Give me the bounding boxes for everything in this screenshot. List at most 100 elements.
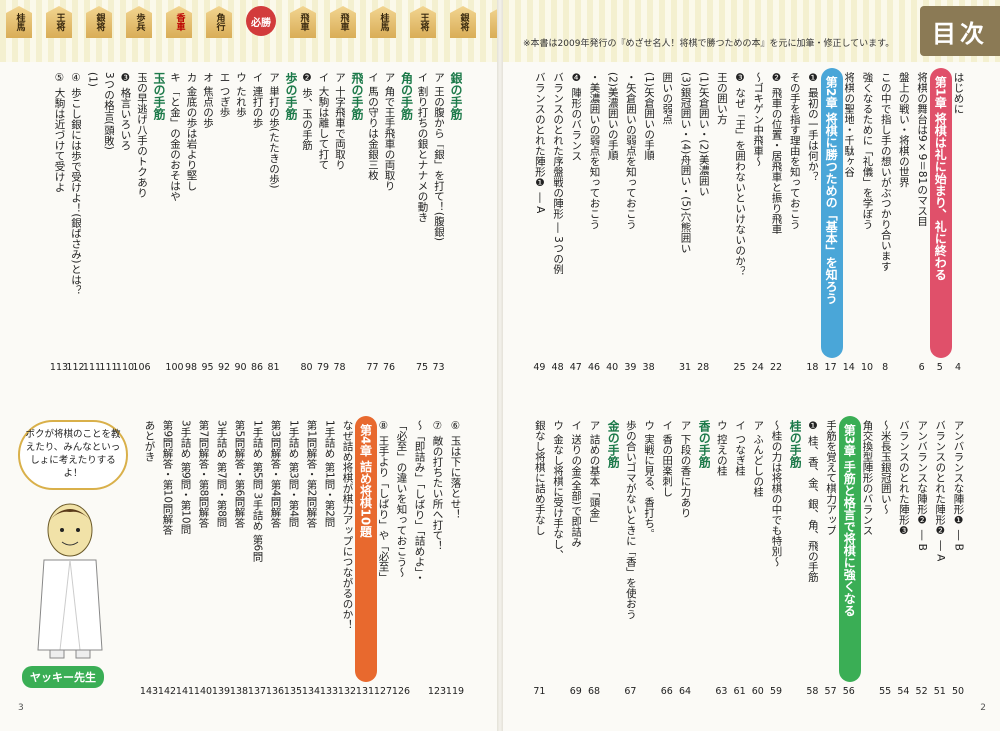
toc-entry: ア 単打の歩(たたきの歩)	[268, 72, 280, 189]
toc-entry: バランスのとれた陣形❸	[898, 420, 909, 537]
page-number: 143	[139, 686, 159, 697]
toc-entry: はじめに	[953, 72, 964, 114]
toc-entry: 盤上の戦い・将棋の世界	[898, 72, 909, 188]
toc-entry: 第5問解答・第6問解答	[234, 420, 245, 528]
shogi-piece: 銀将	[450, 6, 476, 38]
page-number: 112	[66, 362, 85, 373]
page-number: 8	[882, 362, 889, 373]
page-number: 75	[415, 362, 429, 373]
chapter-heading: 第2章 将棋に勝つための「基本」を知ろう	[820, 68, 843, 358]
toc-entry: 第3問解答・第4問解答	[270, 420, 281, 528]
toc-entry: ⑧ 王手より「しばり」や「必至」	[378, 420, 389, 583]
toc-entry: ❶ 桂、香、金、銀、角、飛の手筋	[807, 420, 818, 583]
toc-entry: (2)美濃囲いの手順	[607, 72, 618, 161]
toc-entry: 3手詰め 第9問・第10問	[180, 420, 191, 535]
page-number: 24	[751, 362, 764, 373]
toc-entry: (1)矢倉囲いの手順	[643, 72, 655, 161]
shogi-piece: 歩兵	[490, 6, 497, 38]
toc-entry: ウ 金なし将棋に受け手なし、	[552, 420, 564, 560]
shogi-piece: 王将	[410, 6, 436, 38]
toc-entry: オ 焦点の歩	[202, 72, 214, 128]
toc-entry: ❷ 歩、玉の手筋	[301, 72, 313, 151]
page-number: 110	[115, 362, 135, 373]
page-number: 77	[366, 362, 379, 373]
edition-note: ※本書は2009年発行の『めざせ名人！将棋で勝つための本』を元に加筆・修正してい…	[523, 39, 895, 49]
toc-entry: 1手詰め 第1問・第2問	[324, 420, 335, 528]
section-heading: 角の手筋	[400, 72, 413, 120]
toc-entry: イ 割り打ちの銀とナナメの動き	[417, 72, 428, 223]
toc-entry: 将棋の聖地・千駄ヶ谷	[843, 72, 855, 177]
toc-entry: イ 香の田楽刺し	[661, 420, 673, 497]
toc-entry: エ つぎ歩	[219, 72, 230, 118]
toc-entry: イ 送りの金(全部)で即詰み	[570, 420, 582, 548]
toc-entry: ウ 控えの桂	[716, 420, 727, 476]
page-number: 39	[624, 362, 637, 373]
page-number: 134	[301, 686, 321, 697]
toc-entry: ❶ 最初の一手は何か？	[807, 72, 818, 182]
section-heading: 香の手筋	[698, 420, 711, 468]
toc-entry: キ 「と金」の金のおそはや	[169, 72, 181, 202]
toc-entry: ア ふんどしの桂	[752, 420, 764, 497]
toc-entry: 1手詰め 第3問・第4問	[288, 420, 299, 528]
page-number: 5	[936, 362, 943, 373]
toc-entry: 〜ゴキゲン中飛車〜	[752, 72, 764, 167]
page-number: 86	[250, 362, 264, 373]
shogi-piece: 角行	[206, 6, 232, 38]
toc-entry: 王の囲い方	[716, 72, 727, 125]
section-heading: 金の手筋	[607, 420, 620, 468]
page-number: 56	[842, 686, 855, 697]
page-number: 131	[355, 686, 375, 697]
page-number: 66	[660, 686, 673, 697]
toc-entry: 銀なし将棋に詰め手なし	[534, 420, 545, 536]
page-number: 52	[915, 686, 928, 697]
chapter-heading: 第3章 手筋と格言で将棋に強くなる	[838, 416, 861, 682]
chapter-heading: 第1章 将棋は礼に始まり、礼に終わる	[929, 68, 952, 358]
shogi-piece: 歩兵	[126, 6, 152, 38]
page-number: 63	[715, 686, 728, 697]
toc-entry: ❸ なぜ「王」を囲わないといけないのか？	[734, 72, 746, 277]
toc-title: 目次	[920, 6, 1000, 56]
page-number: 50	[951, 686, 965, 697]
page-number: 18	[806, 362, 819, 373]
page-number: 78	[333, 362, 346, 373]
toc-entry: (3)銀冠囲い・(4)舟囲い・(5)穴熊囲い	[680, 72, 691, 254]
page-number: 68	[587, 686, 601, 697]
toc-entry: アンバランスな陣形❶ ― B	[953, 420, 964, 551]
toc-entry: アンバランスな陣形❷ ― B	[916, 420, 928, 551]
page-number: 138	[229, 686, 249, 697]
toc-entry: 3手詰め 第7問・第8問	[216, 420, 227, 528]
book-gutter	[497, 0, 503, 731]
toc-entry: ⑦ 敵の打ちたい所へ打て！	[432, 420, 443, 551]
toc-entry: ア 王の腹から「銀」を打て！(腹銀)	[433, 72, 445, 242]
page-number: 14	[842, 362, 855, 373]
toc-entry: イ 連打の歩	[252, 72, 263, 128]
toc-entry: イ 馬の守りは金銀三枚	[367, 72, 379, 181]
shogi-piece: 香車	[166, 6, 192, 38]
page-number: 142	[157, 686, 177, 697]
page-number: 28	[697, 362, 710, 373]
toc-entry: ・美濃囲いの弱点を知っておこう	[589, 72, 600, 230]
page-number: 119	[445, 686, 465, 697]
page-number: 60	[751, 686, 764, 697]
page-number: 79	[316, 362, 330, 373]
page-number: 10	[860, 362, 874, 373]
page-number-right: 2	[980, 703, 986, 713]
shogi-piece: 飛車	[290, 6, 316, 38]
toc-entry: 強くなるために「礼儀」を学ぼう	[862, 72, 873, 230]
toc-entry: ア 下段の香に力あり	[680, 420, 691, 518]
page-number: 139	[211, 686, 231, 697]
page-number: 90	[234, 362, 247, 373]
page-number: 100	[165, 362, 184, 373]
page-number: 67	[624, 686, 637, 697]
page-number-left: 3	[18, 703, 24, 713]
page-number: 47	[569, 362, 582, 373]
page-number: 92	[217, 362, 231, 373]
toc-entry: ウ たれ歩	[235, 72, 247, 118]
toc-entry: ア 詰めの基本「頭金」	[589, 420, 600, 529]
toc-entry: この中で指し手の想いがぶつかり合います	[880, 72, 891, 272]
toc-entry: 第9問解答・第10問解答	[162, 420, 173, 535]
toc-entry: 第1問解答・第2問解答	[306, 420, 317, 528]
toc-entry: バランスのとれた序盤戦の陣形 ― 3つの例	[552, 72, 564, 275]
page-number: 38	[642, 362, 655, 373]
toc-entry: バランスのとれた陣形❶ ― A	[534, 72, 545, 214]
